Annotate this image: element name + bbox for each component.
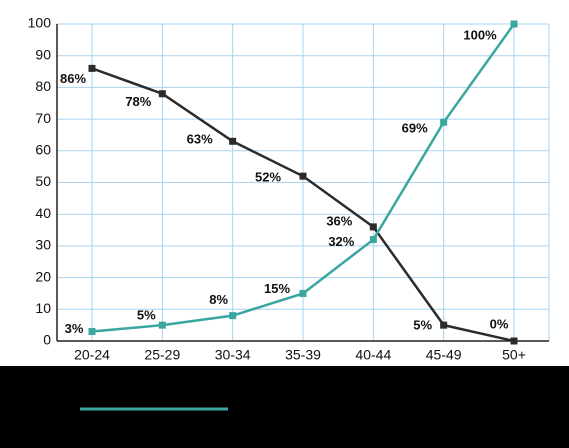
point-marker — [369, 236, 377, 244]
point-marker — [158, 321, 166, 329]
point-marker — [369, 223, 377, 231]
point-marker — [440, 321, 448, 329]
point-marker — [88, 327, 96, 335]
y-tick-label: 90 — [35, 46, 51, 62]
value-label: 3% — [65, 321, 84, 336]
x-tick-label: 20-24 — [74, 347, 110, 363]
value-label: 86% — [60, 71, 86, 86]
point-marker — [510, 337, 518, 345]
value-label: 5% — [137, 308, 156, 323]
y-tick-label: 60 — [35, 142, 51, 158]
y-tick-label: 20 — [35, 268, 51, 284]
point-marker — [229, 137, 237, 145]
value-label: 0% — [490, 316, 509, 331]
value-label: 100% — [463, 27, 497, 42]
point-marker — [510, 20, 518, 28]
y-tick-label: 30 — [35, 237, 51, 253]
y-tick-label: 10 — [35, 300, 51, 316]
value-label: 36% — [326, 213, 352, 228]
point-marker — [158, 90, 166, 98]
y-tick-label: 40 — [35, 205, 51, 221]
x-tick-label: 25-29 — [144, 347, 180, 363]
y-tick-label: 100 — [28, 15, 52, 31]
value-label: 32% — [328, 234, 354, 249]
value-label: 8% — [209, 292, 228, 307]
value-label: 52% — [255, 170, 281, 185]
value-label: 63% — [187, 132, 213, 147]
point-marker — [299, 289, 307, 297]
value-label: 15% — [264, 281, 290, 296]
x-tick-label: 50+ — [502, 347, 526, 363]
point-marker — [229, 312, 237, 320]
x-tick-label: 40-44 — [355, 347, 391, 363]
value-label: 69% — [402, 121, 428, 136]
x-tick-label: 35-39 — [285, 347, 321, 363]
point-marker — [299, 172, 307, 180]
x-tick-label: 45-49 — [426, 347, 462, 363]
value-label: 78% — [125, 94, 151, 109]
legend-background — [0, 366, 569, 448]
y-tick-label: 80 — [35, 78, 51, 94]
y-tick-label: 50 — [35, 173, 51, 189]
value-label: 5% — [413, 318, 432, 333]
y-tick-label: 70 — [35, 110, 51, 126]
y-tick-label: 0 — [43, 332, 51, 348]
point-marker — [88, 64, 96, 72]
x-tick-label: 30-34 — [215, 347, 251, 363]
point-marker — [440, 118, 448, 126]
